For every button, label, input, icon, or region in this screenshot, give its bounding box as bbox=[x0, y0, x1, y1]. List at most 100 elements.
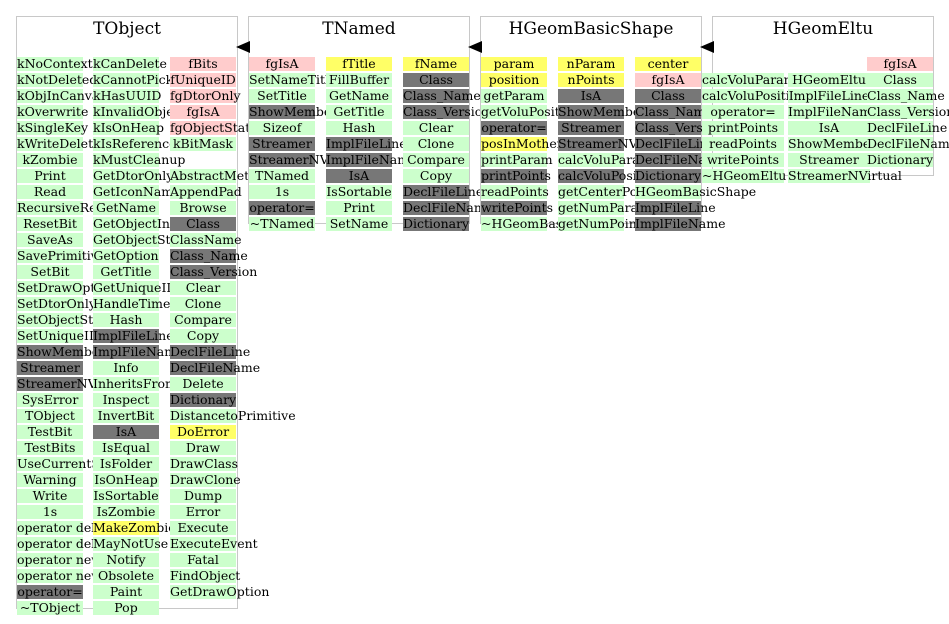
member-cell[interactable]: FindObject bbox=[170, 568, 241, 583]
member-cell[interactable]: SetTitle bbox=[249, 89, 315, 103]
member-cell[interactable]: kOverwrite bbox=[17, 104, 89, 119]
member-cell[interactable]: fBits bbox=[170, 57, 236, 71]
member-cell[interactable]: Compare bbox=[170, 313, 236, 327]
member-cell[interactable]: IsEqual bbox=[93, 441, 159, 455]
member-cell[interactable]: ResetBit bbox=[17, 217, 83, 231]
member-cell[interactable]: IsSortable bbox=[93, 488, 159, 503]
member-cell[interactable]: GetName bbox=[326, 89, 392, 103]
member-cell[interactable]: ~TObject bbox=[17, 601, 83, 615]
member-cell[interactable]: Sizeof bbox=[249, 121, 315, 135]
member-cell[interactable]: calcVoluPosition bbox=[702, 88, 806, 103]
member-cell[interactable]: writePoints bbox=[481, 200, 554, 215]
member-cell[interactable]: DrawClone bbox=[170, 472, 241, 487]
member-cell[interactable]: operator delete[] bbox=[17, 536, 125, 551]
member-cell[interactable]: GetName bbox=[93, 201, 159, 215]
member-cell[interactable]: Dictionary bbox=[867, 152, 934, 167]
member-cell[interactable]: operator delete bbox=[17, 520, 116, 535]
member-cell[interactable]: TestBits bbox=[17, 441, 83, 455]
member-cell[interactable]: GetDtorOnly bbox=[93, 168, 174, 183]
member-cell[interactable]: Hash bbox=[93, 313, 159, 327]
member-cell[interactable]: ImplFileName bbox=[788, 104, 879, 119]
member-cell[interactable]: SavePrimitive bbox=[17, 248, 106, 263]
member-cell[interactable]: SetName bbox=[326, 217, 392, 231]
member-cell[interactable]: operator new[] bbox=[17, 568, 112, 583]
member-cell[interactable]: fgDtorOnly bbox=[170, 88, 241, 103]
member-cell[interactable]: Fatal bbox=[170, 553, 236, 567]
member-cell[interactable]: operator= bbox=[17, 584, 83, 599]
member-cell[interactable]: ImplFileLine bbox=[93, 328, 174, 343]
member-cell[interactable]: SysError bbox=[17, 393, 83, 407]
member-cell[interactable]: Pop bbox=[93, 601, 159, 615]
member-cell[interactable]: Class_Name bbox=[170, 248, 248, 263]
member-cell[interactable]: readPoints bbox=[481, 184, 549, 199]
member-cell[interactable]: ExecuteEvent bbox=[170, 536, 258, 551]
member-cell[interactable]: Clone bbox=[403, 137, 469, 151]
member-cell[interactable]: SetBit bbox=[17, 265, 83, 279]
member-cell[interactable]: kHasUUID bbox=[93, 88, 162, 103]
member-cell[interactable]: ShowMembers bbox=[249, 104, 344, 119]
member-cell[interactable]: fgIsA bbox=[635, 73, 701, 87]
member-cell[interactable]: SetObjectStat bbox=[17, 312, 106, 327]
member-cell[interactable]: nParam bbox=[558, 57, 624, 71]
member-cell[interactable]: DeclFileName bbox=[403, 200, 494, 215]
member-cell[interactable]: kObjInCanvas bbox=[17, 88, 106, 103]
member-cell[interactable]: SetDrawOption bbox=[17, 280, 115, 295]
member-cell[interactable]: SetNameTitle bbox=[249, 72, 337, 87]
member-cell[interactable]: DrawClass bbox=[170, 456, 238, 471]
member-cell[interactable]: Streamer bbox=[788, 153, 870, 167]
member-cell[interactable]: Obsolete bbox=[93, 569, 159, 583]
member-cell[interactable]: Streamer bbox=[17, 361, 83, 375]
member-cell[interactable]: 1s bbox=[17, 505, 83, 519]
member-cell[interactable]: Paint bbox=[93, 585, 159, 599]
member-cell[interactable]: operator= bbox=[249, 200, 315, 215]
member-cell[interactable]: fgIsA bbox=[249, 57, 315, 71]
member-cell[interactable]: ImplFileLine bbox=[635, 200, 716, 215]
member-cell[interactable]: fgIsA bbox=[170, 105, 236, 119]
member-cell[interactable]: Class_Name bbox=[403, 88, 481, 103]
member-cell[interactable]: kNotDeleted bbox=[17, 72, 98, 87]
member-cell[interactable]: GetOption bbox=[93, 248, 159, 263]
member-cell[interactable]: position bbox=[481, 73, 547, 87]
member-cell[interactable]: SetUniqueID bbox=[17, 328, 99, 343]
member-cell[interactable]: Delete bbox=[170, 377, 236, 391]
member-cell[interactable]: StreamerNVirtual bbox=[558, 136, 672, 151]
member-cell[interactable]: kZombie bbox=[17, 153, 83, 167]
member-cell[interactable]: operator new bbox=[17, 552, 102, 567]
member-cell[interactable]: TNamed bbox=[249, 169, 315, 183]
member-cell[interactable]: posInMother bbox=[481, 136, 563, 151]
member-cell[interactable]: DeclFileLine bbox=[867, 120, 948, 135]
member-cell[interactable]: ClassName bbox=[170, 232, 242, 247]
member-cell[interactable]: printPoints bbox=[702, 121, 784, 135]
member-cell[interactable]: Streamer bbox=[558, 121, 624, 135]
member-cell[interactable]: TestBit bbox=[17, 425, 83, 439]
member-cell[interactable]: MakeZombie bbox=[93, 520, 176, 535]
member-cell[interactable]: Error bbox=[170, 505, 236, 519]
member-cell[interactable]: getCenterPosition bbox=[558, 184, 673, 199]
member-cell[interactable]: GetDrawOption bbox=[170, 584, 270, 599]
member-cell[interactable]: Warning bbox=[17, 473, 83, 487]
member-cell[interactable]: IsOnHeap bbox=[93, 472, 159, 487]
member-cell[interactable]: DeclFileName bbox=[635, 152, 726, 167]
member-cell[interactable]: StreamerNVirtual bbox=[17, 376, 131, 391]
member-cell[interactable]: ~TNamed bbox=[249, 216, 315, 231]
member-cell[interactable]: Clear bbox=[403, 121, 469, 135]
member-cell[interactable]: Clear bbox=[170, 281, 236, 295]
member-cell[interactable]: ImplFileLine bbox=[326, 136, 407, 151]
member-cell[interactable]: UseCurrentStyle bbox=[17, 456, 124, 471]
member-cell[interactable]: Write bbox=[17, 489, 83, 503]
member-cell[interactable]: Dictionary bbox=[635, 168, 702, 183]
member-cell[interactable]: DistancetoPrimitive bbox=[170, 408, 296, 423]
member-cell[interactable]: GetTitle bbox=[326, 105, 392, 119]
member-cell[interactable]: GetIconName bbox=[93, 184, 181, 199]
member-cell[interactable]: readPoints bbox=[702, 137, 784, 151]
member-cell[interactable]: GetObjectInfo bbox=[93, 216, 183, 231]
member-cell[interactable]: Copy bbox=[170, 329, 236, 343]
member-cell[interactable]: Class_Version bbox=[170, 264, 258, 279]
member-cell[interactable]: Clone bbox=[170, 297, 236, 311]
member-cell[interactable]: TObject bbox=[17, 409, 83, 423]
member-cell[interactable]: RecursiveRemove bbox=[17, 200, 131, 215]
member-cell[interactable]: fgIsA bbox=[867, 57, 933, 71]
member-cell[interactable]: HGeomEltu bbox=[788, 73, 870, 87]
member-cell[interactable]: fgObjectStat bbox=[170, 120, 251, 135]
member-cell[interactable]: 1s bbox=[249, 185, 315, 199]
